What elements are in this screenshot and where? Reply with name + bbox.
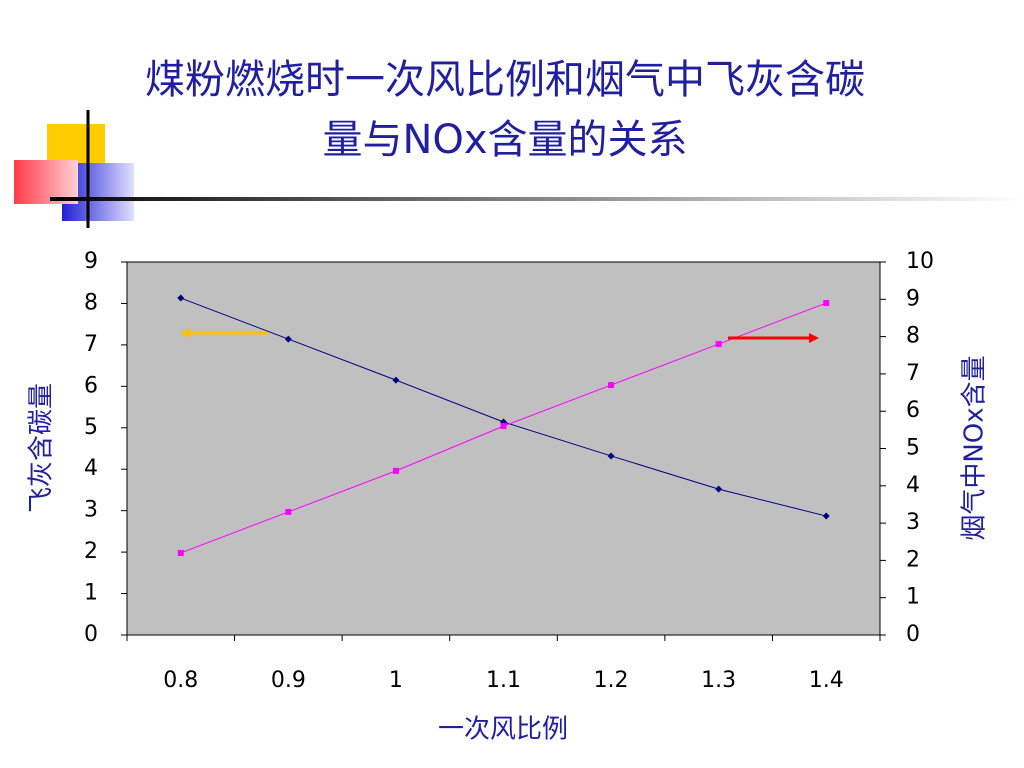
marker [500, 423, 507, 430]
title-line: 煤粉燃烧时一次风比例和烟气中飞灰含碳 [145, 57, 865, 103]
y-tick-label: 1 [84, 581, 98, 606]
deco-red [14, 160, 78, 204]
chart: 0 1 2 3 4 5 6 7 8 9 0 1 2 3 4 5 6 7 8 9 10 0.8 0.9 1 1.1 1.2 1.3 1.… [27, 249, 990, 745]
y-tick-label: 9 [84, 249, 98, 274]
y-tick-label: 6 [84, 373, 98, 398]
y2-tick-label: 6 [906, 398, 920, 423]
y2-tick-label: 0 [906, 622, 920, 647]
marker [177, 549, 184, 556]
y2-axis-label: 烟气中NOx含量 [960, 355, 990, 540]
x-tick-label: 1.3 [701, 668, 736, 693]
marker [608, 382, 615, 389]
marker [607, 452, 615, 460]
y2-tick-label: 7 [906, 361, 920, 386]
x-tick-label: 1.1 [486, 668, 521, 693]
x-tick-label: 1 [389, 668, 403, 693]
y-axis-label: 飞灰含碳量 [27, 383, 57, 513]
y-tick-label: 0 [84, 622, 98, 647]
y2-tick-label: 2 [906, 547, 920, 572]
x-axis-label: 一次风比例 [438, 715, 568, 745]
marker [392, 376, 400, 384]
x-tick-label: 0.9 [271, 668, 306, 693]
y2-tick-label: 4 [906, 473, 920, 498]
y2-tick-label: 8 [906, 324, 920, 349]
x-tick-label: 1.4 [809, 668, 844, 693]
y-tick-label: 3 [84, 498, 98, 523]
y-tick-label: 5 [84, 415, 98, 440]
y2-tick-label: 3 [906, 510, 920, 535]
title-line: 量与NOx含量的关系 [322, 117, 687, 163]
marker [392, 467, 399, 474]
marker [285, 508, 292, 515]
deco-hline [50, 197, 1024, 201]
y-tick-label: 2 [84, 539, 98, 564]
y2-tick-label: 5 [906, 436, 920, 461]
y2-tick-label: 1 [906, 585, 920, 610]
y2-tick-label: 10 [906, 249, 934, 274]
marker [177, 294, 185, 302]
marker [822, 512, 830, 520]
y-tick-label: 8 [84, 290, 98, 315]
y2-tick-label: 9 [906, 286, 920, 311]
arrow-head [180, 328, 190, 338]
marker [715, 341, 722, 348]
marker [715, 485, 723, 493]
y-tick-label: 4 [84, 456, 98, 481]
x-tick-label: 0.8 [163, 668, 198, 693]
y-tick-label: 7 [84, 332, 98, 357]
marker [823, 300, 830, 307]
marker [284, 335, 292, 343]
arrow-head [809, 333, 819, 343]
x-tick-label: 1.2 [594, 668, 629, 693]
plot-area [126, 261, 881, 636]
